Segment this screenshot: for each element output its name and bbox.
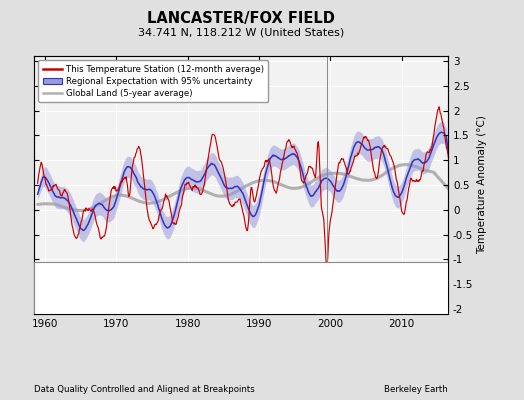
Text: LANCASTER/FOX FIELD: LANCASTER/FOX FIELD — [147, 10, 335, 26]
Text: Data Quality Controlled and Aligned at Breakpoints: Data Quality Controlled and Aligned at B… — [34, 386, 255, 394]
Text: Berkeley Earth: Berkeley Earth — [384, 386, 448, 394]
Legend: Station Move, Record Gap, Time of Obs. Change, Empirical Break: Station Move, Record Gap, Time of Obs. C… — [79, 282, 403, 294]
Legend: This Temperature Station (12-month average), Regional Expectation with 95% uncer: This Temperature Station (12-month avera… — [38, 60, 268, 102]
Text: 34.741 N, 118.212 W (United States): 34.741 N, 118.212 W (United States) — [138, 28, 344, 38]
FancyBboxPatch shape — [34, 262, 448, 314]
Y-axis label: Temperature Anomaly (°C): Temperature Anomaly (°C) — [477, 116, 487, 254]
